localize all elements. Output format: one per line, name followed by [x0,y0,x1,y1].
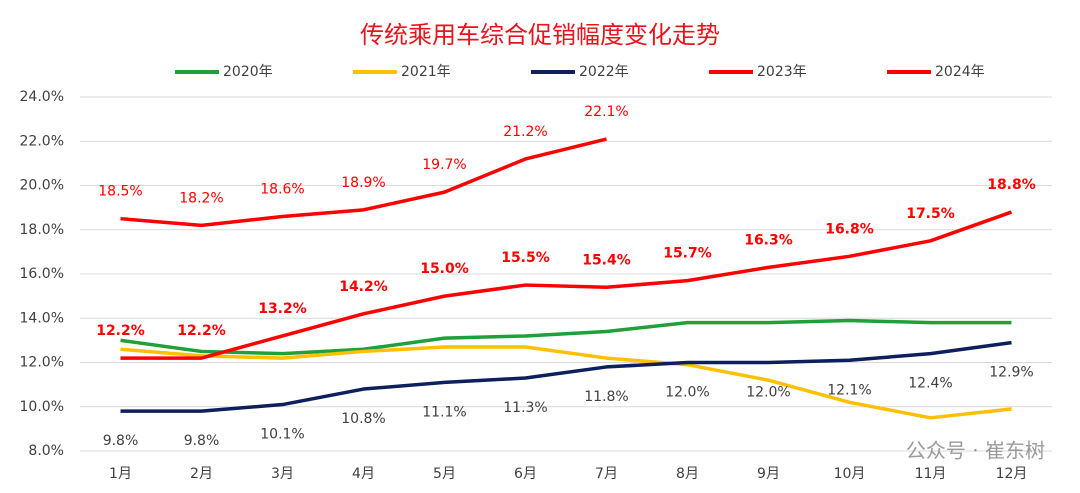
legend-label: 2023年 [757,64,807,80]
data-label: 16.3% [744,232,793,248]
data-label: 15.0% [420,261,469,277]
data-label: 11.1% [422,404,466,420]
x-tick-label: 8月 [676,466,699,482]
series-line [120,137,607,228]
data-label: 10.1% [260,427,304,443]
data-label: 18.2% [179,190,223,206]
y-tick-label: 18.0% [20,222,64,238]
legend-label: 2024年 [935,64,985,80]
x-tick-label: 7月 [595,466,618,482]
data-label: 18.6% [260,181,304,197]
series-line [120,210,1013,360]
x-tick-label: 3月 [271,466,294,482]
y-tick-label: 12.0% [20,355,64,371]
y-tick-label: 10.0% [20,399,64,415]
data-label: 9.8% [103,433,139,449]
data-label: 12.4% [908,376,952,392]
y-tick-label: 24.0% [20,89,64,105]
data-label: 11.3% [503,400,547,416]
data-label: 21.2% [503,124,547,140]
y-tick-label: 8.0% [28,443,64,459]
data-label: 15.5% [501,250,550,266]
data-label: 12.2% [177,323,226,339]
data-label: 10.8% [341,411,385,427]
y-tick-label: 14.0% [20,310,64,326]
x-tick-label: 1月 [109,466,132,482]
y-tick-label: 20.0% [20,178,64,194]
data-label: 15.7% [663,246,712,262]
x-tick-label: 5月 [433,466,456,482]
data-label: 12.2% [96,323,145,339]
data-label: 12.1% [827,382,871,398]
x-tick-label: 10月 [834,466,866,482]
watermark: 公众号 · 崔东树 [906,439,1045,463]
legend-label: 2022年 [579,64,629,80]
series-line [120,345,1012,420]
data-label: 9.8% [184,433,220,449]
data-label: 18.8% [987,177,1036,193]
data-label: 18.9% [341,175,385,191]
x-tick-label: 2月 [190,466,213,482]
data-label: 12.0% [746,385,790,401]
x-tick-label: 11月 [915,466,947,482]
data-label: 11.8% [584,389,628,405]
data-label: 16.8% [825,221,874,237]
data-label: 14.2% [339,279,388,295]
data-label: 18.5% [98,184,142,200]
legend-label: 2020年 [223,64,273,80]
data-label: 15.4% [582,252,631,268]
chart-title: 传统乘用车综合促销幅度变化走势 [360,21,720,49]
x-tick-label: 6月 [514,466,537,482]
y-tick-label: 16.0% [20,266,64,282]
legend-label: 2021年 [401,64,451,80]
data-label: 17.5% [906,206,955,222]
data-label: 19.7% [422,157,466,173]
x-tick-label: 4月 [352,466,375,482]
data-label: 22.1% [584,104,628,120]
x-tick-label: 9月 [757,466,780,482]
data-label: 12.0% [665,385,709,401]
y-tick-label: 22.0% [20,133,64,149]
series-line [120,340,1012,413]
x-tick-label: 12月 [996,466,1028,482]
series-line [120,318,1012,356]
data-label: 12.9% [989,365,1033,381]
data-label: 13.2% [258,301,307,317]
